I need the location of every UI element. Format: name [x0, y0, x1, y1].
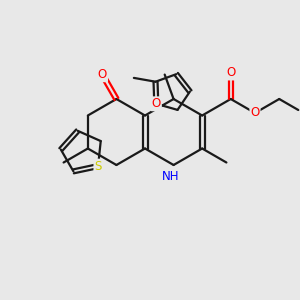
Text: NH: NH — [162, 170, 179, 184]
Text: S: S — [94, 160, 102, 172]
Text: O: O — [152, 97, 161, 110]
Text: O: O — [226, 67, 236, 80]
Text: O: O — [98, 68, 107, 81]
Text: O: O — [250, 106, 260, 119]
